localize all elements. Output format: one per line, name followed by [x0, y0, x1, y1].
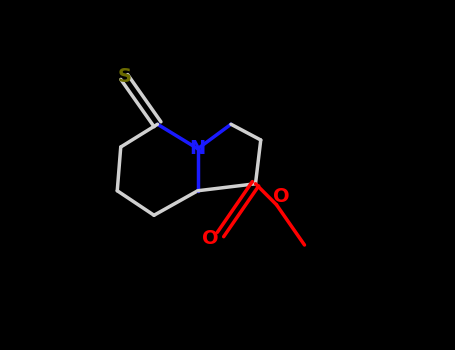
Text: N: N	[190, 139, 206, 158]
Text: O: O	[202, 229, 218, 247]
Text: S: S	[117, 68, 131, 86]
Text: O: O	[273, 187, 290, 205]
